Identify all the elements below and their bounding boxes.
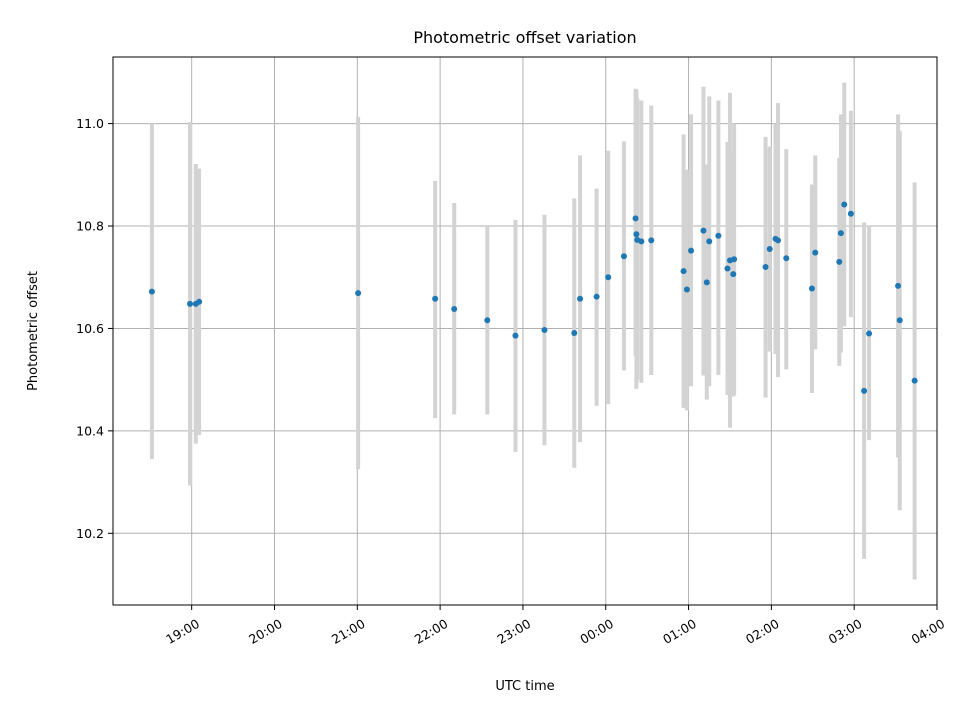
data-point bbox=[632, 215, 639, 222]
data-point bbox=[812, 249, 819, 256]
data-point bbox=[571, 330, 578, 337]
data-point bbox=[731, 256, 738, 263]
data-point bbox=[355, 290, 362, 297]
y-tick-label: 10.2 bbox=[76, 526, 104, 541]
plot-area bbox=[113, 57, 937, 605]
data-point bbox=[620, 253, 627, 260]
data-point bbox=[911, 377, 918, 384]
data-point bbox=[837, 230, 844, 237]
data-point bbox=[648, 237, 655, 244]
data-point bbox=[847, 210, 854, 217]
data-point bbox=[841, 201, 848, 208]
data-point bbox=[766, 246, 773, 253]
data-point bbox=[861, 387, 868, 394]
plot-frame bbox=[112, 56, 938, 606]
data-point bbox=[762, 263, 769, 270]
data-point bbox=[512, 332, 519, 339]
data-point bbox=[730, 271, 737, 278]
data-point bbox=[187, 300, 194, 307]
data-point bbox=[783, 255, 790, 262]
data-point bbox=[706, 238, 713, 245]
data-point bbox=[866, 330, 873, 337]
data-point bbox=[680, 268, 687, 275]
data-point bbox=[605, 274, 612, 281]
data-point bbox=[724, 265, 731, 272]
data-point bbox=[715, 232, 722, 239]
data-point bbox=[593, 293, 600, 300]
data-point bbox=[700, 227, 707, 234]
data-point bbox=[577, 295, 584, 302]
data-point bbox=[774, 237, 781, 244]
y-tick-label: 10.8 bbox=[76, 219, 104, 234]
data-point bbox=[836, 258, 843, 265]
data-point bbox=[688, 247, 695, 254]
y-tick-label: 10.4 bbox=[76, 423, 104, 438]
x-axis-label: UTC time bbox=[495, 679, 554, 694]
data-point bbox=[196, 298, 203, 305]
data-point bbox=[484, 317, 491, 324]
data-point bbox=[451, 305, 458, 312]
y-tick-label: 10.6 bbox=[76, 321, 104, 336]
data-point bbox=[808, 285, 815, 292]
data-point bbox=[896, 317, 903, 324]
data-point bbox=[148, 288, 155, 295]
data-point bbox=[541, 326, 548, 333]
data-point bbox=[638, 238, 645, 245]
y-axis-ticks: 10.2 10.4 10.6 10.8 11.0 bbox=[76, 116, 113, 541]
data-points bbox=[148, 201, 918, 394]
data-point bbox=[633, 231, 640, 238]
chart-title: Photometric offset variation bbox=[413, 28, 636, 47]
data-point bbox=[683, 286, 690, 293]
data-point bbox=[432, 295, 439, 302]
data-point bbox=[703, 279, 710, 286]
y-axis-label: Photometric offset bbox=[26, 271, 41, 391]
y-tick-label: 11.0 bbox=[76, 116, 104, 131]
data-point bbox=[895, 282, 902, 289]
